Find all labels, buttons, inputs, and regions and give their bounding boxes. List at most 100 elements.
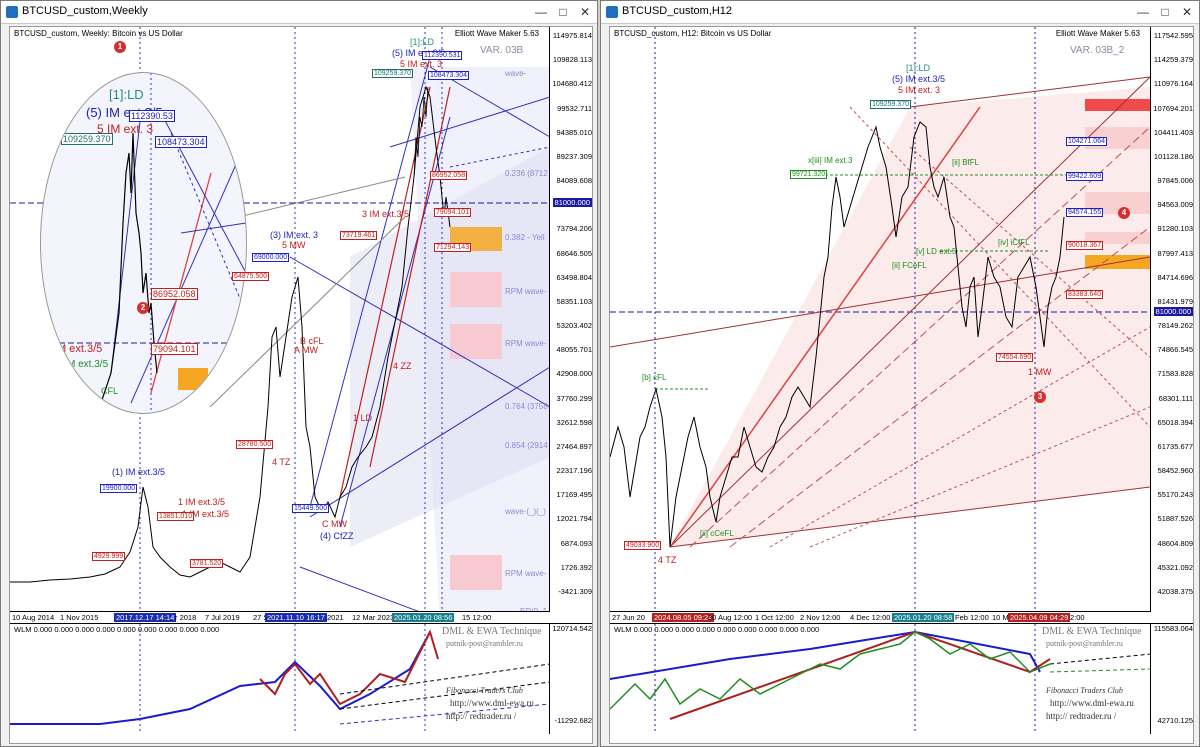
wave-mw1-label: 1 MW	[1028, 367, 1052, 377]
price-tick-label: 91280.103	[1157, 224, 1193, 234]
box-86952: 86952.058	[430, 171, 468, 180]
price-tick-label: 114259.379	[1153, 55, 1193, 65]
time-tick-label: 2025.01.20 08:56	[392, 613, 455, 622]
wlm-indicator-panel[interactable]: WLM 0.000 0.000 0.000 0.000 0.000 0.000 …	[10, 623, 592, 743]
price-tick-label: 17169.495	[556, 490, 592, 500]
marker-3[interactable]: 3	[1034, 391, 1046, 403]
variant-label: VAR. 03B_2	[1070, 45, 1125, 56]
marker-2[interactable]: 2	[137, 302, 149, 314]
wave-im5-label: (5) IM ext.3/5	[892, 74, 946, 84]
marker-4[interactable]: 4	[1118, 207, 1130, 219]
elliott-wave-maker-label: Elliott Wave Maker 5.63	[1055, 29, 1140, 38]
price-tick-label: 109828.113	[552, 55, 592, 65]
close-button[interactable]: ✕	[1181, 5, 1193, 19]
fib-label-0236: 0.236 (8712	[505, 169, 548, 178]
footer-site2[interactable]: http:// redtrader.ru /	[1046, 711, 1117, 721]
wave-bfl-label: [ii] BfFL	[952, 158, 980, 167]
marker-1[interactable]: 1	[114, 41, 126, 53]
zoom-box-2: 112390.53	[129, 110, 175, 122]
price-axis[interactable]: 117542.595 114259.379 110976.164 107694.201…	[1150, 27, 1193, 611]
minimize-button[interactable]: —	[1137, 5, 1149, 19]
fib-label-0854: 0.854 (2914	[505, 441, 548, 450]
wlm-values: WLM 0.000 0.000 0.000 0.000 0.000 0.000 …	[14, 625, 220, 634]
variant-label: VAR. 03B	[480, 45, 524, 56]
wave-im5-label: (5) IM ext.3/5	[392, 48, 446, 58]
time-tick-label: 27 S	[253, 613, 269, 622]
time-axis[interactable]: 27 Jun 20 2024.08.05 09:24 30 Aug 12:00 1 O…	[610, 611, 1151, 624]
price-tick-label: 89237.309	[556, 151, 592, 161]
zoom-m-ext-label: M ext.3/5	[57, 343, 103, 355]
wlm-price-bottom: -11292.682	[554, 716, 592, 725]
time-tick-label: 2017.12.17 14:14	[114, 613, 177, 622]
wave-bcfl-label: B cFL	[300, 336, 324, 346]
wlm-price-top: 115583.064	[1153, 624, 1193, 633]
price-tick-label: 101128.186	[1153, 151, 1193, 161]
box-90018: 90018.367	[1066, 241, 1104, 250]
footer-site1[interactable]: http://www.dml-ewa.ru	[450, 698, 534, 708]
wave-ld1-label: [1]:LD	[906, 63, 931, 73]
wave-tz4-label: 4 TZ	[272, 457, 291, 467]
wave-mw5-label: 5 MW	[282, 240, 306, 250]
wlm-indicator-panel[interactable]: WLM 0.000 0.000 0.000 0.000 0.000 0.000 …	[610, 623, 1193, 743]
footer-club: Fibonacci Traders Club	[446, 686, 523, 695]
time-tick-label: 10 Aug 2014	[12, 613, 55, 622]
time-tick-label: 1 Nov 2015	[60, 613, 99, 622]
price-tick-label: 37760.299	[556, 393, 592, 403]
wlm-values: WLM 0.000 0.000 0.000 0.000 0.000 0.000 …	[614, 625, 820, 634]
zoom-box-5: 79094.101	[151, 343, 198, 355]
title-bar[interactable]: BTCUSD_custom,H12 — □ ✕	[601, 1, 1199, 24]
footer-site1[interactable]: http://www.dml-ewa.ru	[1050, 698, 1134, 708]
time-tick-label: Feb 12:00	[955, 613, 989, 622]
price-axis[interactable]: 114975.814 109828.113 104680.412 99532.711 9…	[549, 27, 592, 611]
wave-im5b-label: 5 IM ext. 3	[400, 59, 443, 69]
price-chart-svg	[610, 27, 1151, 623]
price-tick-label: 81431.979	[1157, 296, 1193, 306]
wave-tag-2: RPM wave-	[505, 287, 547, 296]
zoom-ld-label: [1]:LD	[109, 87, 144, 102]
chart-area[interactable]: [1]:LD (5) IM ext.3/5 5 IM ext. 3 109259…	[9, 26, 593, 744]
price-tick-label: 117542.595	[1153, 31, 1193, 40]
price-tick-label: 84089.608	[556, 176, 592, 185]
time-axis[interactable]: 10 Aug 2014 1 Nov 2015 2017.12.17 14:14 r 2…	[10, 611, 550, 624]
zoom-box-4: 86952.058	[151, 288, 198, 300]
time-tick-label: 2021.11.10 16:17	[265, 613, 327, 622]
price-tick-label: 68646.505	[556, 248, 592, 258]
wave-ld1b-label: 1 LD	[353, 413, 373, 423]
box-83383: 83383.640	[1066, 290, 1104, 299]
price-highlight-label: 81000.000	[1153, 307, 1193, 316]
price-tick-label: 78149.262	[1157, 321, 1193, 330]
price-tick-label: 97845.006	[1157, 176, 1193, 185]
price-tick-label: 48604.809	[1157, 538, 1193, 548]
symbol-description: BTCUSD_custom, H12: Bitcoin vs US Dollar	[614, 29, 772, 38]
main-price-chart[interactable]: [1]:LD (5) IM ext.3/5 5 IM ext. 3 109259…	[10, 27, 592, 624]
wave-tag-4: wave-(_)(_)	[505, 507, 546, 516]
time-tick-label: 7 Jul 2019	[205, 613, 240, 622]
close-button[interactable]: ✕	[579, 5, 591, 19]
zoom-box-1: 109259.370	[61, 133, 113, 145]
window-title: BTCUSD_custom,Weekly	[22, 5, 148, 17]
price-tick-label: 27464.897	[556, 441, 592, 451]
chart-area[interactable]: BTCUSD_custom, H12: Bitcoin vs US Dollar…	[609, 26, 1194, 744]
box-69000: 69000.000	[252, 253, 290, 262]
main-price-chart[interactable]: BTCUSD_custom, H12: Bitcoin vs US Dollar…	[610, 27, 1193, 624]
zoom-cfl-label: CFL	[101, 386, 119, 396]
box-79094: 79094.101	[434, 208, 472, 217]
title-bar[interactable]: BTCUSD_custom,Weekly — □ ✕	[1, 1, 597, 24]
price-tick-label: 61735.677	[1157, 441, 1193, 451]
footer-site2[interactable]: http:// redtrader.ru /	[446, 711, 517, 721]
wlm-svg	[610, 624, 1151, 734]
price-tick-label: 1726.392	[560, 562, 592, 572]
box-19900: 19900.000	[100, 484, 138, 493]
box-74554: 74554.690	[996, 353, 1034, 362]
maximize-button[interactable]: □	[1161, 5, 1169, 19]
box-109259: 109259.370	[870, 100, 911, 109]
wave-amw-label: A MW	[294, 345, 318, 355]
minimize-button[interactable]: —	[535, 5, 547, 19]
time-tick-label: 10 M	[992, 613, 1009, 622]
price-tick-label: 84714.696	[1157, 272, 1193, 282]
wave-cefl-label: [ii] cCeFL	[700, 529, 734, 538]
maximize-button[interactable]: □	[559, 5, 567, 19]
wave-tz4-label: 4 TZ	[658, 555, 677, 565]
wave-ldext-label: [v] LD ext.5	[916, 247, 957, 256]
time-tick-label: 2025.01.20 08:58	[892, 613, 955, 622]
